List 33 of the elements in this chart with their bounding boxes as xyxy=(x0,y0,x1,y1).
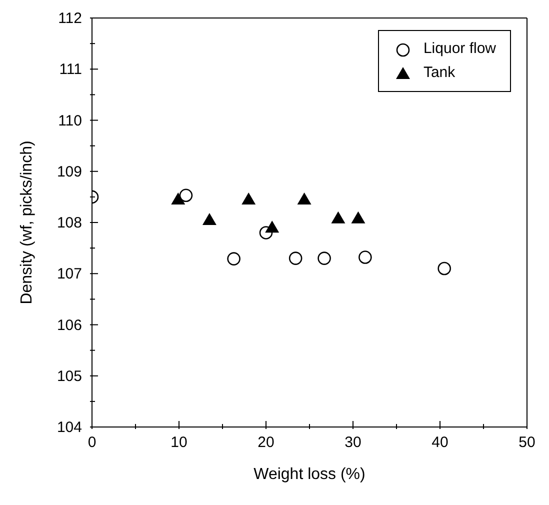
point xyxy=(179,188,193,202)
y-tick-label: 105 xyxy=(56,368,82,385)
point xyxy=(351,211,366,224)
x-tick-label: 10 xyxy=(170,434,188,451)
x-tick-label: 30 xyxy=(344,434,362,451)
y-tick-label: 111 xyxy=(59,61,82,78)
point xyxy=(288,252,302,265)
point xyxy=(358,250,372,264)
point xyxy=(242,192,256,204)
x-axis-title: Weight loss (%) xyxy=(254,466,366,483)
point xyxy=(259,226,273,240)
point xyxy=(318,252,331,265)
y-tick-label: 108 xyxy=(56,214,82,232)
y-tick-label: 104 xyxy=(56,419,82,436)
y-axis-title: Density (wf, picks/inch) xyxy=(18,140,36,304)
point xyxy=(297,192,312,204)
y-tick-label: 112 xyxy=(58,10,82,27)
x-tick-label: 40 xyxy=(432,434,448,451)
y-tick-label: 106 xyxy=(56,316,82,334)
x-tick-label: 0 xyxy=(88,434,96,451)
y-tick-label: 109 xyxy=(56,163,82,180)
point xyxy=(438,262,451,276)
point xyxy=(265,220,280,233)
point xyxy=(171,192,186,204)
x-tick-label: 50 xyxy=(518,434,536,451)
y-tick-label: 110 xyxy=(58,112,82,130)
point xyxy=(202,212,216,225)
legend-label: Tank xyxy=(422,63,456,83)
point xyxy=(227,252,240,266)
x-tick-label: 20 xyxy=(258,434,274,451)
point xyxy=(331,211,346,224)
legend-label: Liquor flow xyxy=(422,39,496,59)
y-tick-label: 107 xyxy=(56,266,82,283)
